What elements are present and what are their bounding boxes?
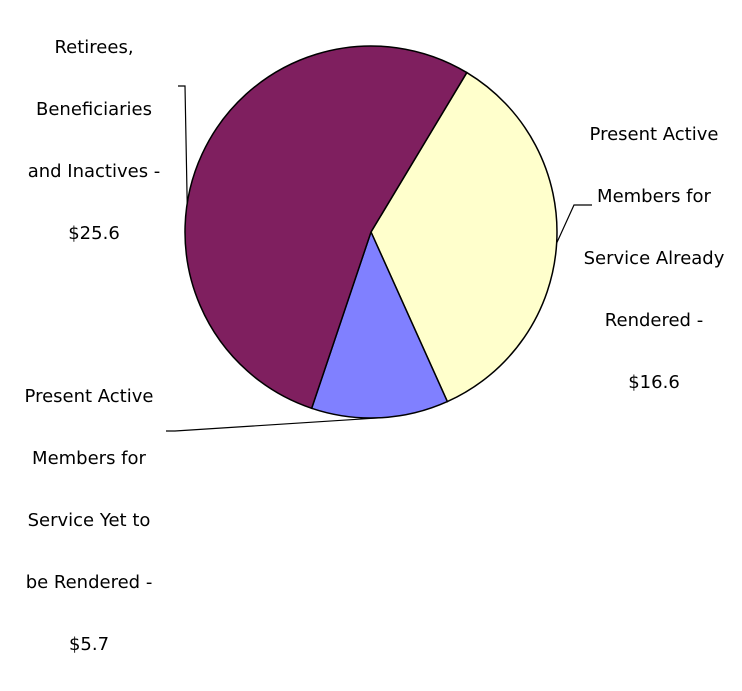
slice-label-line: Members for: [32, 448, 146, 469]
pie-chart-plot: [166, 45, 592, 432]
slice-label-line: $5.7: [68, 634, 110, 655]
pie-slices: [184, 45, 558, 419]
slice-label-line: Present Active: [24, 386, 154, 407]
slice-label-line: Service Yet to: [27, 510, 151, 531]
slice-label-line: and Inactives -: [27, 161, 161, 182]
slice-label-line: Rendered -: [604, 310, 704, 331]
leader-line-active-yet-to-be-rendered: [166, 417, 381, 432]
slice-label-line: Members for: [597, 186, 711, 207]
slice-label-retirees: Retirees, Beneficiaries and Inactives - …: [2, 1, 186, 280]
slice-label-active-rendered: Present Active Members for Service Alrea…: [566, 88, 742, 429]
slice-label-line: Beneficiaries: [35, 99, 153, 120]
leader-line-active-rendered: [556, 204, 592, 244]
slice-label-line: $25.6: [68, 223, 120, 244]
slice-label-line: Retirees,: [54, 37, 134, 58]
leader-lines: [166, 85, 592, 432]
slice-retirees: [184, 45, 468, 410]
slice-label-line: be Rendered -: [25, 572, 153, 593]
slice-label-line: $16.6: [628, 372, 680, 393]
slice-label-line: Present Active: [589, 124, 719, 145]
leader-line-retirees: [178, 85, 188, 204]
slice-label-line: Service Already: [583, 248, 725, 269]
slice-label-active-yet-to-be-rendered: Present Active Members for Service Yet t…: [0, 350, 178, 691]
pie-chart: Present Active Members for Service Alrea…: [2, 1, 742, 655]
